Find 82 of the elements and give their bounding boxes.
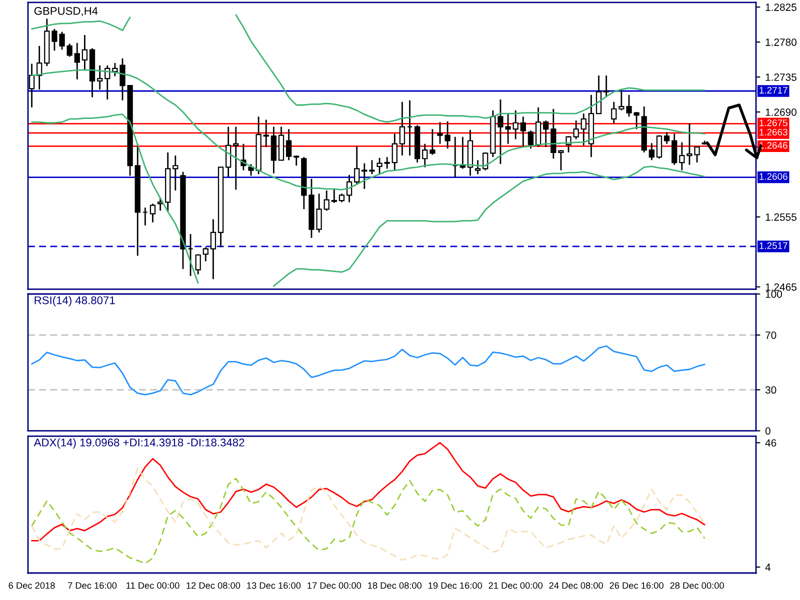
x-tick-label: 21 Dec 00:00 [488,582,543,589]
x-tick-label: 19 Dec 16:00 [428,582,482,589]
candlestick [210,218,216,280]
candlestick [362,162,368,190]
candlestick [66,42,72,58]
ref-line-label: 1.2517 [760,242,788,249]
candlestick [558,149,564,171]
candlestick [512,110,518,140]
y-tick-label: 1.2555 [766,213,796,221]
x-tick-label: 7 Dec 16:00 [68,582,117,589]
ref-line-label: 1.2717 [760,86,788,94]
y-tick-label: 1.2825 [766,4,796,11]
candlestick [573,120,579,140]
candlestick [369,159,375,175]
candlestick [603,74,610,98]
x-tick-label: 13 Dec 16:00 [247,582,301,589]
x-tick-label: 24 Dec 08:00 [549,582,603,589]
candlestick [28,63,35,108]
candlestick [157,196,164,212]
candlestick [384,156,390,170]
candlestick [392,133,398,172]
x-tick-label: 18 Dec 08:00 [368,582,422,589]
candlestick [294,154,300,166]
y-tick-label: 1.2735 [766,74,796,81]
candlestick [233,126,239,190]
y-tick-label: 1.2465 [766,283,796,291]
candlestick [226,126,232,178]
ref-line-label: 1.2646 [760,142,788,149]
candlestick [528,130,534,150]
x-tick-label: 11 Dec 00:00 [126,582,180,589]
candlestick [142,206,148,226]
candlestick [150,203,156,224]
candlestick [664,132,670,145]
candlestick [550,108,556,160]
candlestick [188,233,194,277]
candlestick [331,188,337,204]
candlestick [202,246,208,262]
candlestick [406,100,413,156]
candlestick [648,142,654,161]
candlestick [96,64,103,90]
y-tick-label: 100 [766,290,782,298]
y-tick-label: 70 [766,332,776,339]
candlestick [543,120,549,148]
y-tick-label: 0 [765,427,770,435]
x-tick-label: 17 Dec 00:00 [308,582,362,589]
line-series [31,345,706,396]
ref-line-label: 1.2663 [760,128,788,136]
candlestick [82,34,88,71]
x-tick-label: 28 Dec 00:00 [670,582,724,589]
candlestick [596,74,602,114]
candlestick [422,143,428,168]
candlestick [74,42,80,80]
candlestick [672,133,678,166]
candlestick [399,101,406,156]
y-tick-label: 4 [765,564,771,571]
y-tick-label: 1.2780 [766,38,796,46]
ref-line-label: 1.2606 [760,173,788,180]
y-tick-label: 1.2690 [766,108,796,116]
candlestick [452,136,458,178]
candlestick [324,190,330,212]
candlestick [580,112,586,146]
x-tick-label: 6 Dec 2018 [8,582,55,589]
candlestick [656,134,662,160]
chart-title: RSI(14) 48.8071 [34,296,115,306]
candlestick [520,116,526,148]
candlestick [611,101,617,124]
candlestick [354,145,360,185]
chart-title: ADX(14) 19.0968 +DI:14.3918 -DI:18.3482 [34,438,244,449]
candlestick [535,106,542,148]
ref-line-label: 1.2675 [760,119,788,126]
candlestick [679,142,685,171]
candlestick [195,254,201,276]
chart-title: GBPUSD,H4 [34,6,98,16]
y-tick-label: 46 [765,439,776,447]
candlestick [474,159,481,175]
candlestick [286,128,292,161]
x-tick-label: 12 Dec 08:00 [186,582,240,589]
candlestick [172,154,178,192]
candlestick [430,128,436,156]
candlestick [376,157,382,175]
x-tick-label: 26 Dec 16:00 [610,582,664,589]
y-tick-label: 30 [765,386,776,394]
